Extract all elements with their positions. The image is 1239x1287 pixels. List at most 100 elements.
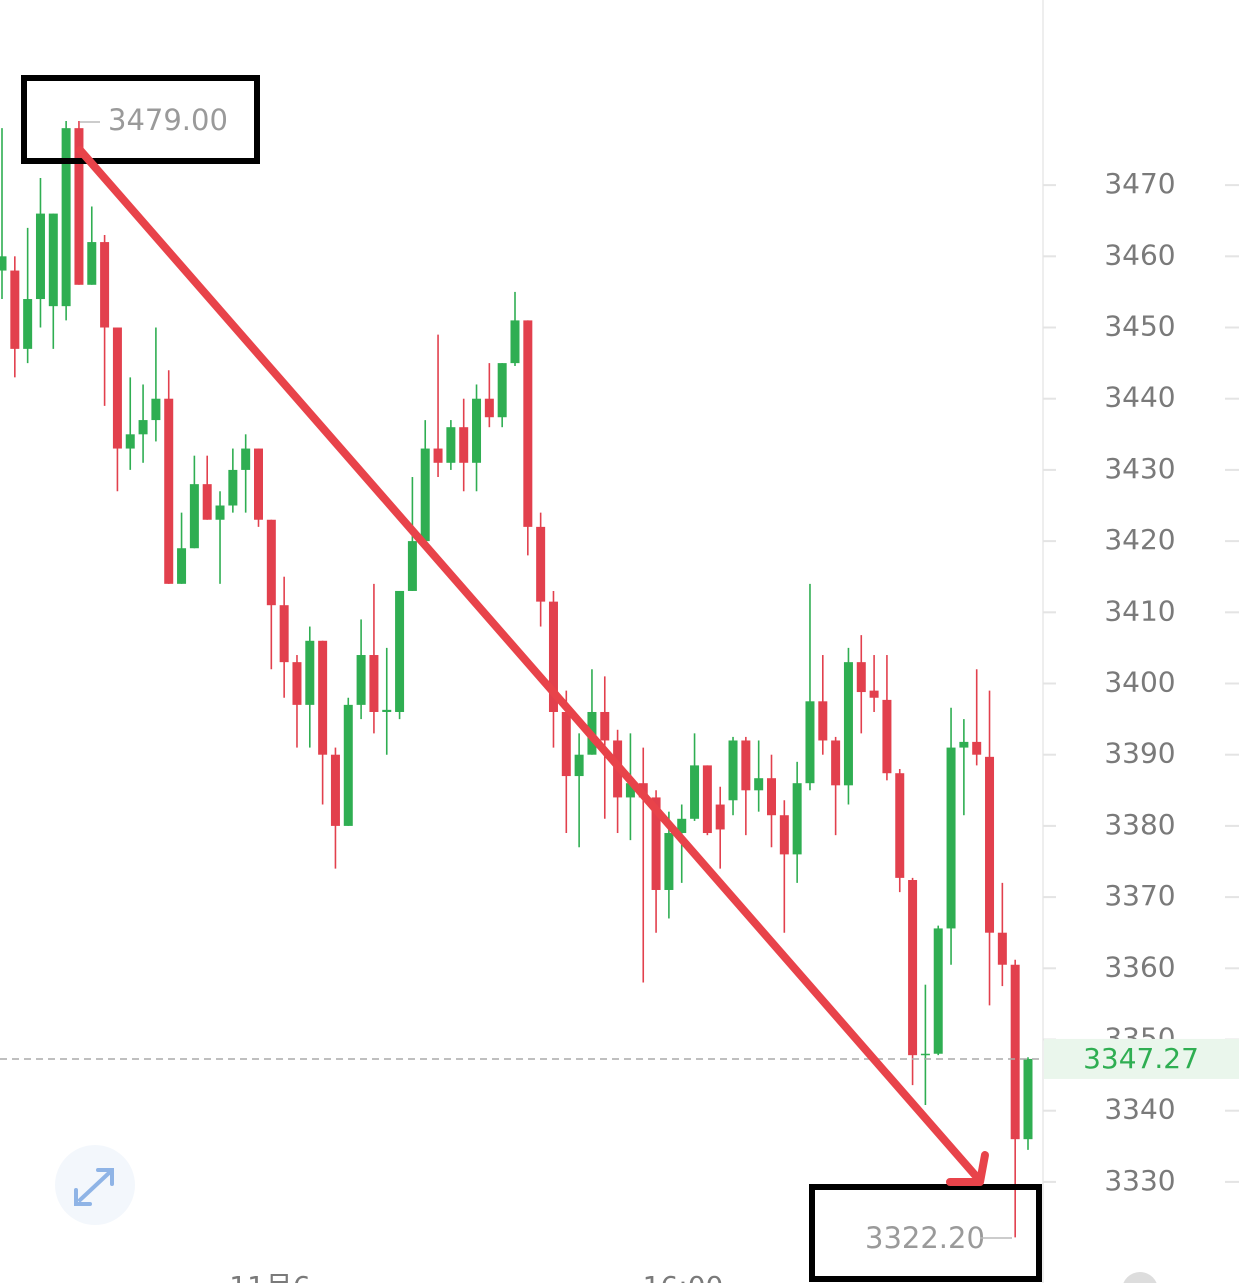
candle-body (459, 427, 469, 463)
x-tick-label: 11月6 (229, 1270, 310, 1283)
candle-body (574, 754, 584, 777)
arrow-head (946, 1151, 989, 1186)
min-label: 3322.20 (865, 1221, 985, 1255)
y-tick-label: 3470 (1104, 167, 1175, 200)
candle-body (805, 701, 815, 784)
candle-body (35, 213, 45, 300)
candle-body (523, 320, 533, 527)
candle-body (767, 778, 776, 816)
candle-body (548, 601, 558, 712)
candle-body (536, 526, 546, 602)
candle-body (728, 740, 738, 801)
candle-body (779, 815, 789, 855)
candle-body (74, 128, 84, 285)
y-tick-label: 3370 (1104, 879, 1175, 912)
max-label: 3479.00 (108, 103, 228, 137)
candle-body (189, 484, 199, 549)
candle-body (484, 398, 494, 418)
candle-body (882, 699, 892, 774)
candle-body (266, 519, 276, 606)
candle-body (202, 484, 212, 520)
candle-body (10, 270, 20, 349)
candle-body (343, 704, 353, 826)
candle-body (497, 363, 507, 418)
highlight-box (21, 75, 260, 164)
candle-body (625, 783, 635, 798)
candle-body (792, 783, 802, 855)
candle-body (741, 740, 751, 791)
candle-body (856, 662, 866, 693)
x-tick-label: 16:00 (643, 1270, 724, 1283)
candle-body (1023, 1058, 1033, 1140)
candle-body (651, 797, 661, 890)
candle-body (382, 709, 392, 712)
candle-body (318, 640, 328, 755)
candle-body (754, 778, 764, 791)
y-tick-label: 3420 (1104, 523, 1175, 556)
candle-body (715, 804, 725, 830)
candle-body (279, 605, 289, 663)
highlight-box (809, 1184, 1042, 1282)
candle-body (433, 448, 443, 463)
candle-body (138, 420, 148, 435)
candle-body (177, 548, 187, 584)
candle-body (228, 469, 238, 506)
y-tick-label: 3450 (1104, 310, 1175, 343)
candle-body (125, 434, 135, 449)
candle-body (895, 773, 905, 878)
candle-body (356, 655, 366, 705)
candle-body (164, 398, 174, 584)
candle-body (677, 818, 687, 834)
y-tick-label: 3440 (1104, 381, 1175, 414)
candle-body (959, 741, 969, 748)
candle-body (48, 213, 58, 307)
y-tick-label: 3380 (1104, 808, 1175, 841)
y-tick-label: 3400 (1104, 666, 1175, 699)
y-tick-label: 3390 (1104, 737, 1175, 770)
candle-body (664, 833, 674, 890)
expand-icon[interactable] (55, 1145, 135, 1225)
candle-body (702, 765, 712, 834)
candle-body (510, 320, 520, 364)
candle-body (818, 701, 828, 741)
scroll-button[interactable] (1122, 1272, 1158, 1287)
candle-body (1010, 964, 1020, 1140)
y-tick-label: 3410 (1104, 594, 1175, 627)
y-tick-label: 3430 (1104, 452, 1175, 485)
candle-body (946, 747, 956, 929)
candle-body (87, 242, 97, 285)
candle-body (933, 928, 943, 1054)
candle-body (446, 427, 456, 463)
candle-body (151, 398, 161, 421)
candle-body (997, 932, 1007, 965)
candle-body (600, 711, 610, 741)
candle-body (472, 398, 482, 463)
y-tick-label: 3460 (1104, 238, 1175, 271)
y-axis: 3330334033503360337033803390340034103420… (1043, 167, 1239, 1197)
candle-body (843, 662, 853, 786)
candle-body (61, 128, 71, 307)
candle-body (305, 640, 315, 705)
y-tick-label: 3360 (1104, 950, 1175, 983)
candle-body (23, 299, 33, 349)
trend-arrow (76, 146, 979, 1179)
candle-body (972, 741, 982, 755)
candle-body (0, 256, 7, 271)
candle-body (215, 505, 225, 520)
candle-body (869, 690, 879, 698)
candle-body (241, 448, 251, 470)
candle-body (395, 590, 405, 712)
plot-area (0, 121, 1043, 1238)
candle-body (985, 756, 995, 933)
candle-body (292, 662, 302, 705)
last-price-label: 3347.27 (1083, 1042, 1199, 1075)
last-price-box (1044, 1038, 1239, 1079)
candle-body (690, 765, 700, 819)
candle-body (369, 655, 379, 712)
candle-body (100, 242, 110, 328)
candle-body (561, 711, 571, 777)
candle-body (330, 754, 340, 826)
candle-body (920, 1053, 930, 1056)
candle-body (831, 740, 841, 786)
